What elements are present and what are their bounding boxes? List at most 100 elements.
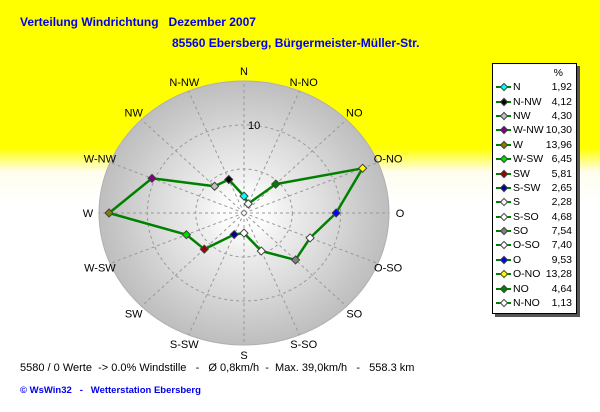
legend-value: 1,92 [551,81,572,94]
data-marker-O-SO [305,233,315,243]
legend-value: 10,30 [545,124,572,137]
data-marker-SO [290,255,301,265]
legend-value: 6,45 [551,153,572,166]
data-marker-NO [271,179,281,189]
legend-row-O: O 9,53 [493,253,576,267]
legend-marker-icon [496,269,511,279]
direction-label-O-SO: O-SO [374,262,403,274]
legend-value: 13,96 [545,138,572,151]
legend-label: S-SO [513,210,539,223]
legend-value: 5,81 [551,167,572,180]
legend-row-W-NW: W-NW 10,30 [493,123,576,137]
direction-label-W-SW: W-SW [84,262,116,274]
data-marker-W [104,208,114,218]
data-marker-N [239,191,249,201]
grid-spoke-SO [243,212,347,307]
direction-label-O-NO: O-NO [374,154,403,166]
data-marker-S-SW [229,229,239,240]
page-subtitle: 85560 Ebersberg, Bürgermeister-Müller-St… [172,36,420,50]
data-marker-N-NO [243,199,253,209]
legend-marker-icon [496,125,511,135]
legend-marker-icon [496,169,511,179]
legend-label: N-NO [513,297,540,310]
legend-label: N [513,81,521,94]
grid-spoke-SW [141,212,245,307]
legend-label: O [513,253,522,266]
data-marker-W-SW [181,230,192,240]
data-marker-N-NW [224,174,234,185]
direction-label-N-NO: N-NO [290,77,319,89]
direction-label-SO: SO [346,308,362,320]
direction-labels: N N-NW NW W-NW W W-SW SW S-SW S S-SO SO O-SO O O-NO NO… [83,66,405,362]
legend-row-NW: NW 4,30 [493,109,576,123]
direction-label-W: W [83,208,94,220]
legend-value: 2,65 [551,181,572,194]
legend-label: SO [513,225,529,238]
legend-marker-icon [496,298,511,308]
legend-label: O-SO [513,239,540,252]
grid-spoke-S-SO [243,212,300,336]
legend-row-S-SO: S-SO 4,68 [493,210,576,224]
legend-value: 13,28 [545,268,572,281]
direction-label-NW: NW [125,108,144,120]
grid-spoke-N-NW [188,90,245,214]
legend-row-S-SW: S-SW 2,65 [493,181,576,195]
legend-row-NO: NO 4,64 [493,281,576,295]
legend-row-W: W 13,96 [493,138,576,152]
legend-row-N: N 1,92 [493,80,576,94]
legend-row-SW: SW 5,81 [493,166,576,180]
direction-label-S-SO: S-SO [290,339,317,351]
legend-value: 4,68 [551,210,572,223]
grid-spoke-S-SW [188,212,245,336]
legend-row-W-SW: W-SW 6,45 [493,152,576,166]
legend-marker-icon [496,212,511,222]
legend-label: S-SW [513,181,541,194]
grid-spoke-NO [243,119,347,214]
legend-marker-icon [496,226,511,236]
legend-box: % N 1,92 N-NW 4,12 NW 4,30 W-NW 10,30 W 13,96 W-SW… [492,63,577,315]
legend-row-SO: SO 7,54 [493,224,576,238]
legend-marker-icon [496,97,511,107]
data-marker-O-NO [357,163,368,173]
legend-row-N-NO: N-NO 1,13 [493,296,576,310]
legend-value: 4,30 [551,109,572,122]
direction-label-S: S [240,350,247,362]
data-marker-O [331,208,341,218]
legend-marker-icon [496,255,511,265]
data-marker-S-SO [256,246,267,256]
direction-label-N-NW: N-NW [169,77,200,89]
legend-row-N-NW: N-NW 4,12 [493,94,576,108]
legend-value: 7,54 [551,225,572,238]
legend-value: 1,13 [551,297,572,310]
legend-label: W-NW [513,124,544,137]
data-marker-W-NW [147,173,157,184]
data-marker-NW [209,181,220,191]
legend-value: 9,53 [551,253,572,266]
radial-axis-tick-label: 10 [248,120,260,132]
copyright-line: © WsWin32 - Wetterstation Ebersberg [20,385,201,396]
direction-label-S-SW: S-SW [170,339,199,351]
legend-rows: N 1,92 N-NW 4,12 NW 4,30 W-NW 10,30 W 13,96 W-SW 6,… [493,80,576,310]
legend-row-S: S 2,28 [493,195,576,209]
legend-marker-icon [496,183,511,193]
legend-header-percent: % [553,67,563,79]
legend-marker-icon [496,284,511,294]
legend-label: W-SW [513,153,544,166]
page-title: Verteilung Windrichtung Dezember 2007 [20,15,256,29]
direction-label-NO: NO [346,108,363,120]
stats-line: 5580 / 0 Werte -> 0.0% Windstille - Ø 0,… [20,362,415,374]
center-marker [240,209,248,217]
direction-label-W-NW: W-NW [84,154,117,166]
legend-value: 7,40 [551,239,572,252]
legend-label: S [513,196,521,209]
legend-value: 4,12 [551,95,572,108]
legend-row-O-SO: O-SO 7,40 [493,238,576,252]
legend-label: N-NW [513,95,542,108]
data-series [104,163,368,265]
legend-label: SW [513,167,530,180]
direction-label-O: O [396,208,405,220]
grid-spoke-NW [141,119,245,214]
legend-marker-icon [496,82,511,92]
legend-label: W [513,138,523,151]
